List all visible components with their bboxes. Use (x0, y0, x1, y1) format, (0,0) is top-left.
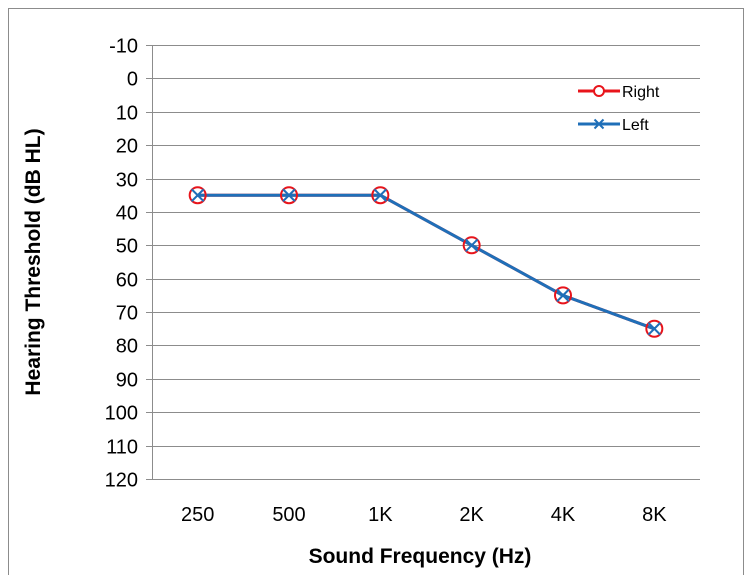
y-tick-label: 70 (116, 303, 138, 325)
y-axis-title: Hearing Threshold (dB HL) (22, 128, 45, 395)
series-layer (188, 186, 664, 338)
x-marker-stroke (373, 188, 388, 202)
legend-marker (593, 118, 605, 130)
data-point-right (280, 186, 298, 205)
x-tick-label: 4K (551, 504, 576, 526)
data-point-left (282, 188, 296, 202)
chart-border (8, 8, 744, 579)
data-point-right (554, 286, 572, 305)
x-tick-label: 1K (368, 504, 393, 526)
data-point-left (190, 188, 205, 202)
legend-item-left: Left (578, 117, 649, 134)
x-axis-title: Sound Frequency (Hz) (309, 545, 532, 568)
legend-marker (593, 85, 605, 97)
y-tick-label: 120 (105, 470, 138, 492)
grid-layer (146, 45, 700, 480)
data-point-left (464, 238, 479, 253)
legend-label: Left (622, 117, 649, 134)
y-tick-label: 100 (105, 403, 138, 425)
legend: Right Left (578, 84, 660, 134)
x-tick-label: 8K (642, 504, 667, 526)
data-point-left (556, 288, 570, 303)
y-tick-label: 40 (116, 203, 138, 225)
legend-label: Right (622, 84, 660, 101)
legend-item-right: Right (578, 84, 660, 101)
x-marker-stroke (282, 188, 296, 202)
data-point-right (188, 186, 207, 205)
data-point-left (373, 188, 388, 202)
y-tick-label: 80 (116, 336, 138, 358)
y-tick-label: 0 (127, 69, 138, 91)
x-marker-stroke (464, 238, 479, 253)
x-tick-label: 500 (272, 504, 305, 526)
series-line-left (197, 193, 655, 331)
data-point-right (462, 236, 481, 255)
data-point-right (371, 186, 390, 205)
y-tick-label: 30 (116, 170, 138, 192)
x-marker-stroke (556, 288, 570, 303)
y-tick-label: 110 (106, 437, 138, 459)
x-tick-label: 250 (181, 504, 214, 526)
y-tick-label: 50 (116, 236, 138, 258)
y-tick-label: 10 (116, 103, 138, 125)
y-tick-label: 60 (116, 270, 138, 292)
y-tick-label: 20 (116, 136, 138, 158)
data-point-left (647, 322, 662, 336)
x-tick-label: 2K (459, 504, 484, 526)
x-marker-stroke (190, 188, 205, 202)
y-tick-label: -10 (109, 36, 138, 58)
y-tick-label: 90 (116, 370, 138, 392)
x-marker-stroke (647, 322, 662, 336)
data-point-right (645, 319, 664, 338)
axis-layer: -10 0 10 20 30 40 50 60 70 80 90 100 110 120 250 500 1K 2… (105, 36, 668, 527)
